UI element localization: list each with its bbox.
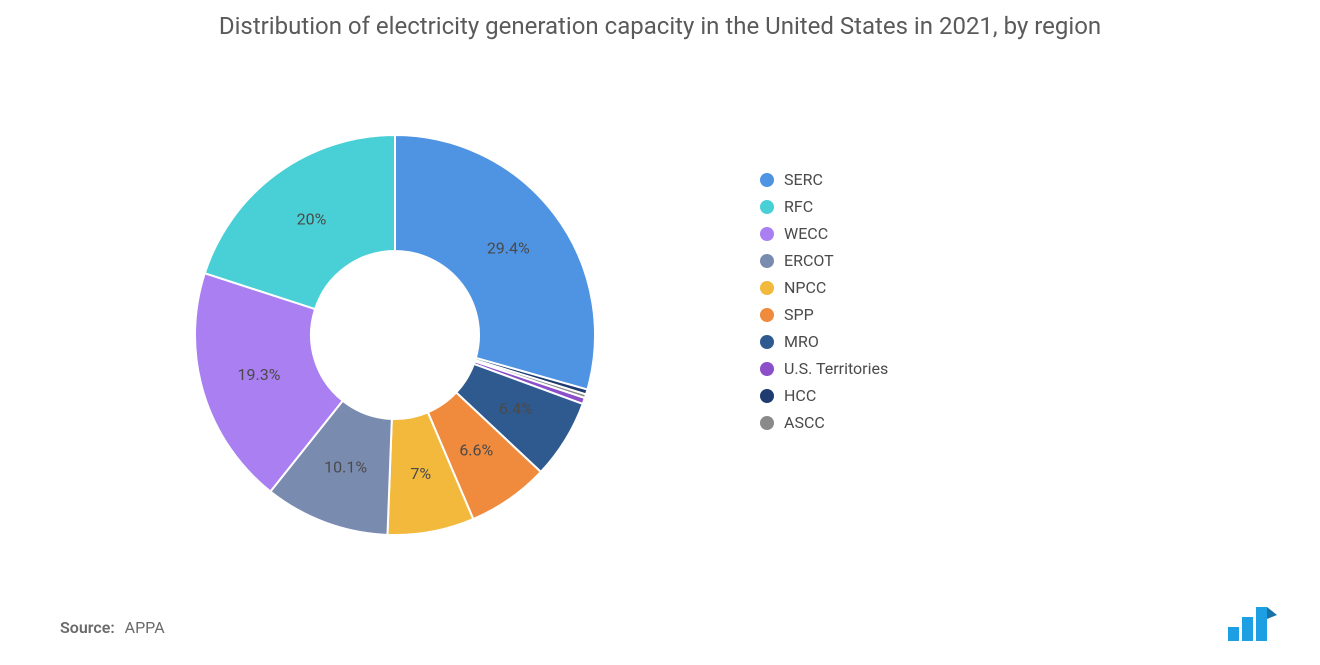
source-value: APPA <box>125 618 165 637</box>
slice-label: 10.1% <box>324 457 367 476</box>
legend-label: HCC <box>784 386 816 405</box>
legend-swatch <box>760 227 774 241</box>
logo-bar <box>1256 607 1267 641</box>
chart-title: Distribution of electricity generation c… <box>0 10 1320 42</box>
legend-swatch <box>760 416 774 430</box>
legend-label: SPP <box>784 305 814 324</box>
legend-swatch <box>760 362 774 376</box>
legend-label: RFC <box>784 197 813 216</box>
source-label: Source: <box>60 618 115 637</box>
legend-swatch <box>760 335 774 349</box>
source-attribution: Source: APPA <box>60 618 165 637</box>
legend-swatch <box>760 389 774 403</box>
legend-swatch <box>760 200 774 214</box>
legend-item: ERCOT <box>760 251 888 270</box>
slice-label: 7% <box>410 464 431 483</box>
legend-swatch <box>760 281 774 295</box>
donut-hole <box>311 251 479 419</box>
legend-item: SERC <box>760 170 888 189</box>
legend-item: WECC <box>760 224 888 243</box>
legend-label: ERCOT <box>784 251 834 270</box>
legend-item: U.S. Territories <box>760 359 888 378</box>
legend-item: NPCC <box>760 278 888 297</box>
logo-bar <box>1242 617 1253 641</box>
legend-item: ASCC <box>760 413 888 432</box>
slice-label: 6.6% <box>459 441 493 460</box>
legend-label: NPCC <box>784 278 826 297</box>
brand-logo <box>1226 603 1282 643</box>
legend-label: WECC <box>784 224 828 243</box>
logo-bar <box>1228 627 1239 641</box>
legend: SERC RFC WECC ERCOT NPCC SPP MRO U.S. Territori… <box>760 170 888 440</box>
donut-chart: 29.4% 6.4% 6.6% 7% 10.1% 19.3% 20% <box>175 115 615 555</box>
legend-item: HCC <box>760 386 888 405</box>
legend-swatch <box>760 308 774 322</box>
slice-label: 19.3% <box>238 365 281 384</box>
slice-label: 20% <box>297 209 327 228</box>
legend-item: SPP <box>760 305 888 324</box>
slice-label: 29.4% <box>487 239 530 258</box>
legend-label: SERC <box>784 170 823 189</box>
legend-label: MRO <box>784 332 819 351</box>
legend-item: MRO <box>760 332 888 351</box>
legend-swatch <box>760 254 774 268</box>
legend-item: RFC <box>760 197 888 216</box>
slice-label: 6.4% <box>499 399 533 418</box>
legend-label: ASCC <box>784 413 825 432</box>
legend-swatch <box>760 173 774 187</box>
logo-fold <box>1267 607 1277 619</box>
legend-label: U.S. Territories <box>784 359 888 378</box>
chart-container: Distribution of electricity generation c… <box>0 0 1320 665</box>
